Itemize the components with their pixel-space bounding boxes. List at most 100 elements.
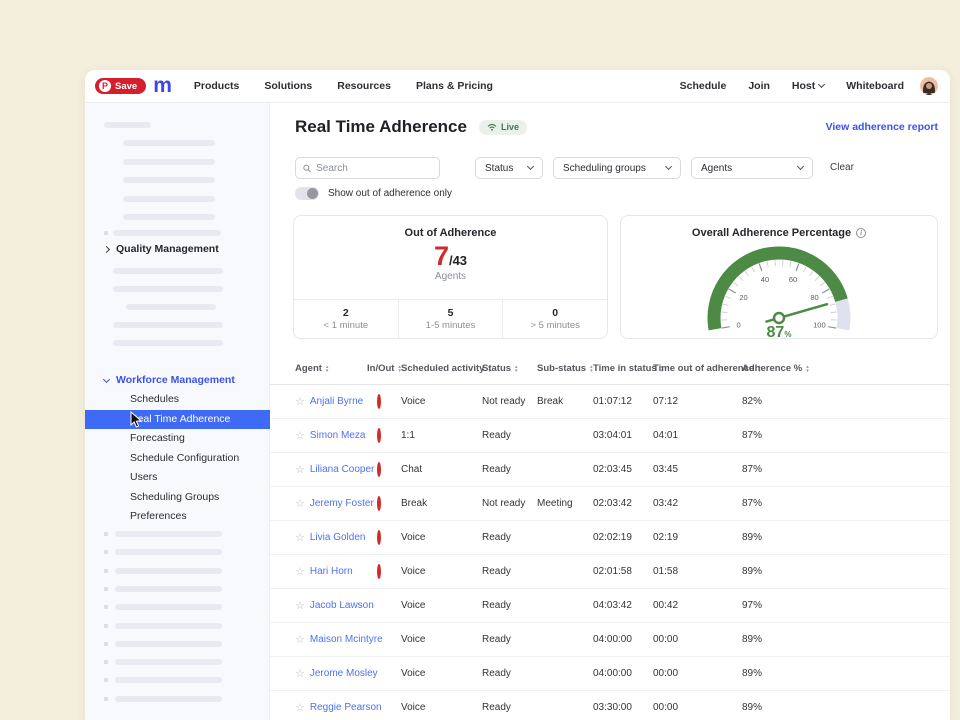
- view-adherence-report-link[interactable]: View adherence report: [825, 121, 938, 133]
- info-icon[interactable]: i: [856, 228, 867, 238]
- skeleton-bar: [115, 549, 222, 556]
- agent-link[interactable]: Hari Horn: [309, 566, 353, 577]
- app-window: P Save m Products Solutions Resources Plans…: [85, 70, 950, 720]
- table-row: ☆ Jacob Lawson Voice Ready 04:03:42 00:42 97%: [270, 589, 950, 623]
- star-icon[interactable]: ☆: [295, 702, 305, 714]
- column-header-label: In/Out: [367, 363, 395, 374]
- search-input[interactable]: [316, 162, 432, 174]
- skeleton-chevron-icon: [104, 605, 108, 610]
- nav-item-products[interactable]: Products: [193, 80, 240, 92]
- scheduling-groups-select-label: Scheduling groups: [563, 162, 646, 174]
- column-header-agent[interactable]: Agent ▲ ▼: [295, 363, 367, 374]
- inout-cell: [367, 496, 401, 511]
- cell-status: Not ready: [482, 498, 526, 509]
- star-icon[interactable]: ☆: [295, 464, 305, 476]
- agent-link[interactable]: Jeremy Foster: [309, 498, 374, 509]
- column-header-adherence-%[interactable]: Adherence % ▲ ▼: [742, 363, 950, 374]
- star-icon[interactable]: ☆: [295, 498, 305, 510]
- nav-item-host[interactable]: Host: [792, 80, 826, 92]
- inout-cell: [367, 702, 401, 713]
- skeleton-bar: [115, 659, 222, 666]
- agent-link[interactable]: Simon Meza: [309, 430, 366, 441]
- star-icon[interactable]: ☆: [295, 532, 305, 544]
- sidebar-item-real-time-adherence[interactable]: Real Time Adherence: [85, 409, 270, 429]
- cell-status: Ready: [482, 634, 511, 645]
- nav-item-solutions[interactable]: Solutions: [264, 80, 313, 92]
- agent-link[interactable]: Maison Mcintyre: [309, 634, 383, 645]
- cell-status: Ready: [482, 566, 511, 577]
- column-header-time-out-of-adherence[interactable]: Time out of adherence ▲ ▼: [653, 363, 762, 374]
- agent-link[interactable]: Liliana Cooper: [309, 464, 375, 475]
- agents-select[interactable]: Agents: [691, 157, 813, 179]
- table-row: ☆ Jeremy Foster Break Not ready Meeting 02:03…: [270, 487, 950, 521]
- breakdown-item: 2 < 1 minute: [294, 300, 398, 338]
- skeleton-bar: [123, 177, 215, 183]
- column-header-time-in-status[interactable]: Time in status ▲ ▼: [593, 363, 664, 374]
- star-icon[interactable]: ☆: [295, 566, 305, 578]
- scheduling-groups-select[interactable]: Scheduling groups: [553, 157, 681, 179]
- sidebar-section-quality-management[interactable]: Quality Management: [102, 243, 219, 255]
- workforce-management-label: Workforce Management: [116, 374, 235, 386]
- cell-adherence: 89%: [742, 566, 763, 577]
- cell-time-in-status: 03:04:01: [593, 430, 632, 441]
- sidebar-item-scheduling-groups[interactable]: Scheduling Groups: [130, 490, 220, 503]
- inout-cell: [367, 564, 401, 579]
- sort-icon: ▲ ▼: [324, 364, 330, 373]
- cell-activity: Voice: [401, 702, 426, 713]
- breakdown-value: 2: [342, 307, 349, 319]
- show-out-of-adherence-toggle[interactable]: [295, 187, 319, 200]
- agent-cell: ☆ Simon Meza: [295, 429, 367, 442]
- column-header-status[interactable]: Status ▲ ▼: [482, 363, 537, 374]
- star-icon[interactable]: ☆: [295, 600, 305, 612]
- cell-time-out: 03:45: [653, 464, 679, 475]
- nav-item-schedule[interactable]: Schedule: [680, 80, 727, 92]
- sort-icon: ▲ ▼: [514, 364, 519, 373]
- star-icon[interactable]: ☆: [295, 668, 305, 680]
- status-select[interactable]: Status: [475, 157, 543, 179]
- star-icon[interactable]: ☆: [295, 634, 305, 646]
- agent-link[interactable]: Livia Golden: [309, 532, 366, 543]
- nav-item-join[interactable]: Join: [748, 80, 770, 92]
- user-avatar[interactable]: [920, 77, 938, 95]
- column-header-label: Time out of adherence: [653, 363, 755, 374]
- sidebar-section-workforce-management[interactable]: Workforce Management: [102, 374, 235, 386]
- agent-cell: ☆ Maison Mcintyre: [295, 633, 383, 646]
- clear-filters-button[interactable]: Clear: [830, 162, 854, 173]
- agent-link[interactable]: Reggie Pearson: [309, 702, 382, 713]
- nav-item-plans-pricing[interactable]: Plans & Pricing: [415, 80, 493, 92]
- skeleton-bar: [113, 230, 221, 236]
- agent-cell: ☆ Anjali Byrne: [295, 395, 367, 408]
- skeleton-bar: [115, 585, 222, 592]
- breakdown-value: 5: [447, 307, 454, 319]
- cell-status: Ready: [482, 532, 511, 543]
- sidebar-item-users[interactable]: Users: [130, 471, 158, 483]
- skeleton-bar: [123, 214, 215, 220]
- star-icon[interactable]: ☆: [295, 430, 305, 442]
- sidebar-item-forecasting[interactable]: Forecasting: [130, 432, 185, 444]
- star-icon[interactable]: ☆: [295, 396, 305, 408]
- agent-link[interactable]: Jerome Mosley: [309, 668, 378, 679]
- cell-adherence: 97%: [742, 600, 763, 611]
- agent-cell: ☆ Livia Golden: [295, 531, 367, 544]
- column-header-in-out[interactable]: In/Out ▲ ▼: [367, 363, 402, 374]
- agent-link[interactable]: Jacob Lawson: [309, 600, 374, 611]
- cell-adherence: 87%: [742, 430, 763, 441]
- breakdown-row: 2 < 1 minute 5 1-5 minutes 0 > 5 minutes: [294, 299, 607, 338]
- nav-item-resources[interactable]: Resources: [337, 80, 391, 92]
- column-header-sub-status[interactable]: Sub-status ▲ ▼: [537, 363, 594, 374]
- column-header-scheduled-activity[interactable]: Scheduled activity ▲ ▼: [401, 363, 492, 374]
- miro-logo[interactable]: m: [153, 74, 172, 97]
- sort-icon: ▲ ▼: [397, 364, 402, 373]
- skeleton-bar: [113, 322, 223, 328]
- sidebar-item-schedule-configuration[interactable]: Schedule Configuration: [130, 451, 240, 464]
- sidebar-item-preferences[interactable]: Preferences: [130, 510, 187, 522]
- app-body: Quality Management Workforce Management …: [85, 103, 950, 720]
- agent-link[interactable]: Anjali Byrne: [309, 396, 364, 407]
- pinterest-save-button[interactable]: P Save: [95, 78, 147, 94]
- adherence-toggle-row: Show out of adherence only: [295, 187, 452, 200]
- nav-item-whiteboard[interactable]: Whiteboard: [846, 80, 904, 92]
- cell-time-out: 00:00: [653, 668, 679, 679]
- sidebar-item-schedules[interactable]: Schedules: [130, 393, 180, 405]
- out-of-adherence-dot: [377, 496, 381, 511]
